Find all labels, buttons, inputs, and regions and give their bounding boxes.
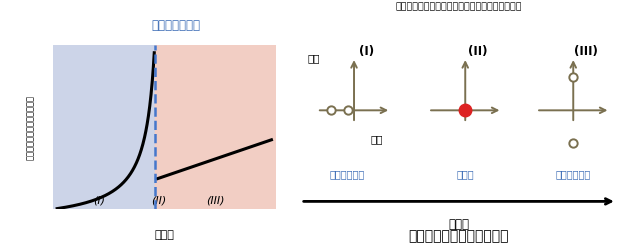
Text: 虚部: 虚部 [308,53,320,63]
Text: 対称性を保持: 対称性を保持 [330,169,365,179]
Text: 反ユニタリー対称性の破れ: 反ユニタリー対称性の破れ [409,228,509,242]
Text: (III): (III) [574,45,598,58]
Text: (I): (I) [93,194,105,204]
Text: 時空間双対後の非ユニタリー行列の固有値の一部: 時空間双対後の非ユニタリー行列の固有値の一部 [396,3,522,12]
Text: 例外点: 例外点 [456,169,474,179]
Text: 動的自由エネルギーの変化率: 動的自由エネルギーの変化率 [26,95,35,160]
Text: 回転角: 回転角 [448,217,469,230]
Text: (II): (II) [151,194,166,204]
Text: 対称性の破れ: 対称性の破れ [556,169,591,179]
Text: (II): (II) [468,45,488,58]
Text: 実部: 実部 [370,134,383,144]
Bar [156,45,276,209]
Text: (I): (I) [360,45,374,58]
Text: (III): (III) [206,194,225,204]
Text: 転移点での発散: 転移点での発散 [151,19,200,32]
Text: 回転角: 回転角 [154,229,174,239]
Bar [53,45,156,209]
